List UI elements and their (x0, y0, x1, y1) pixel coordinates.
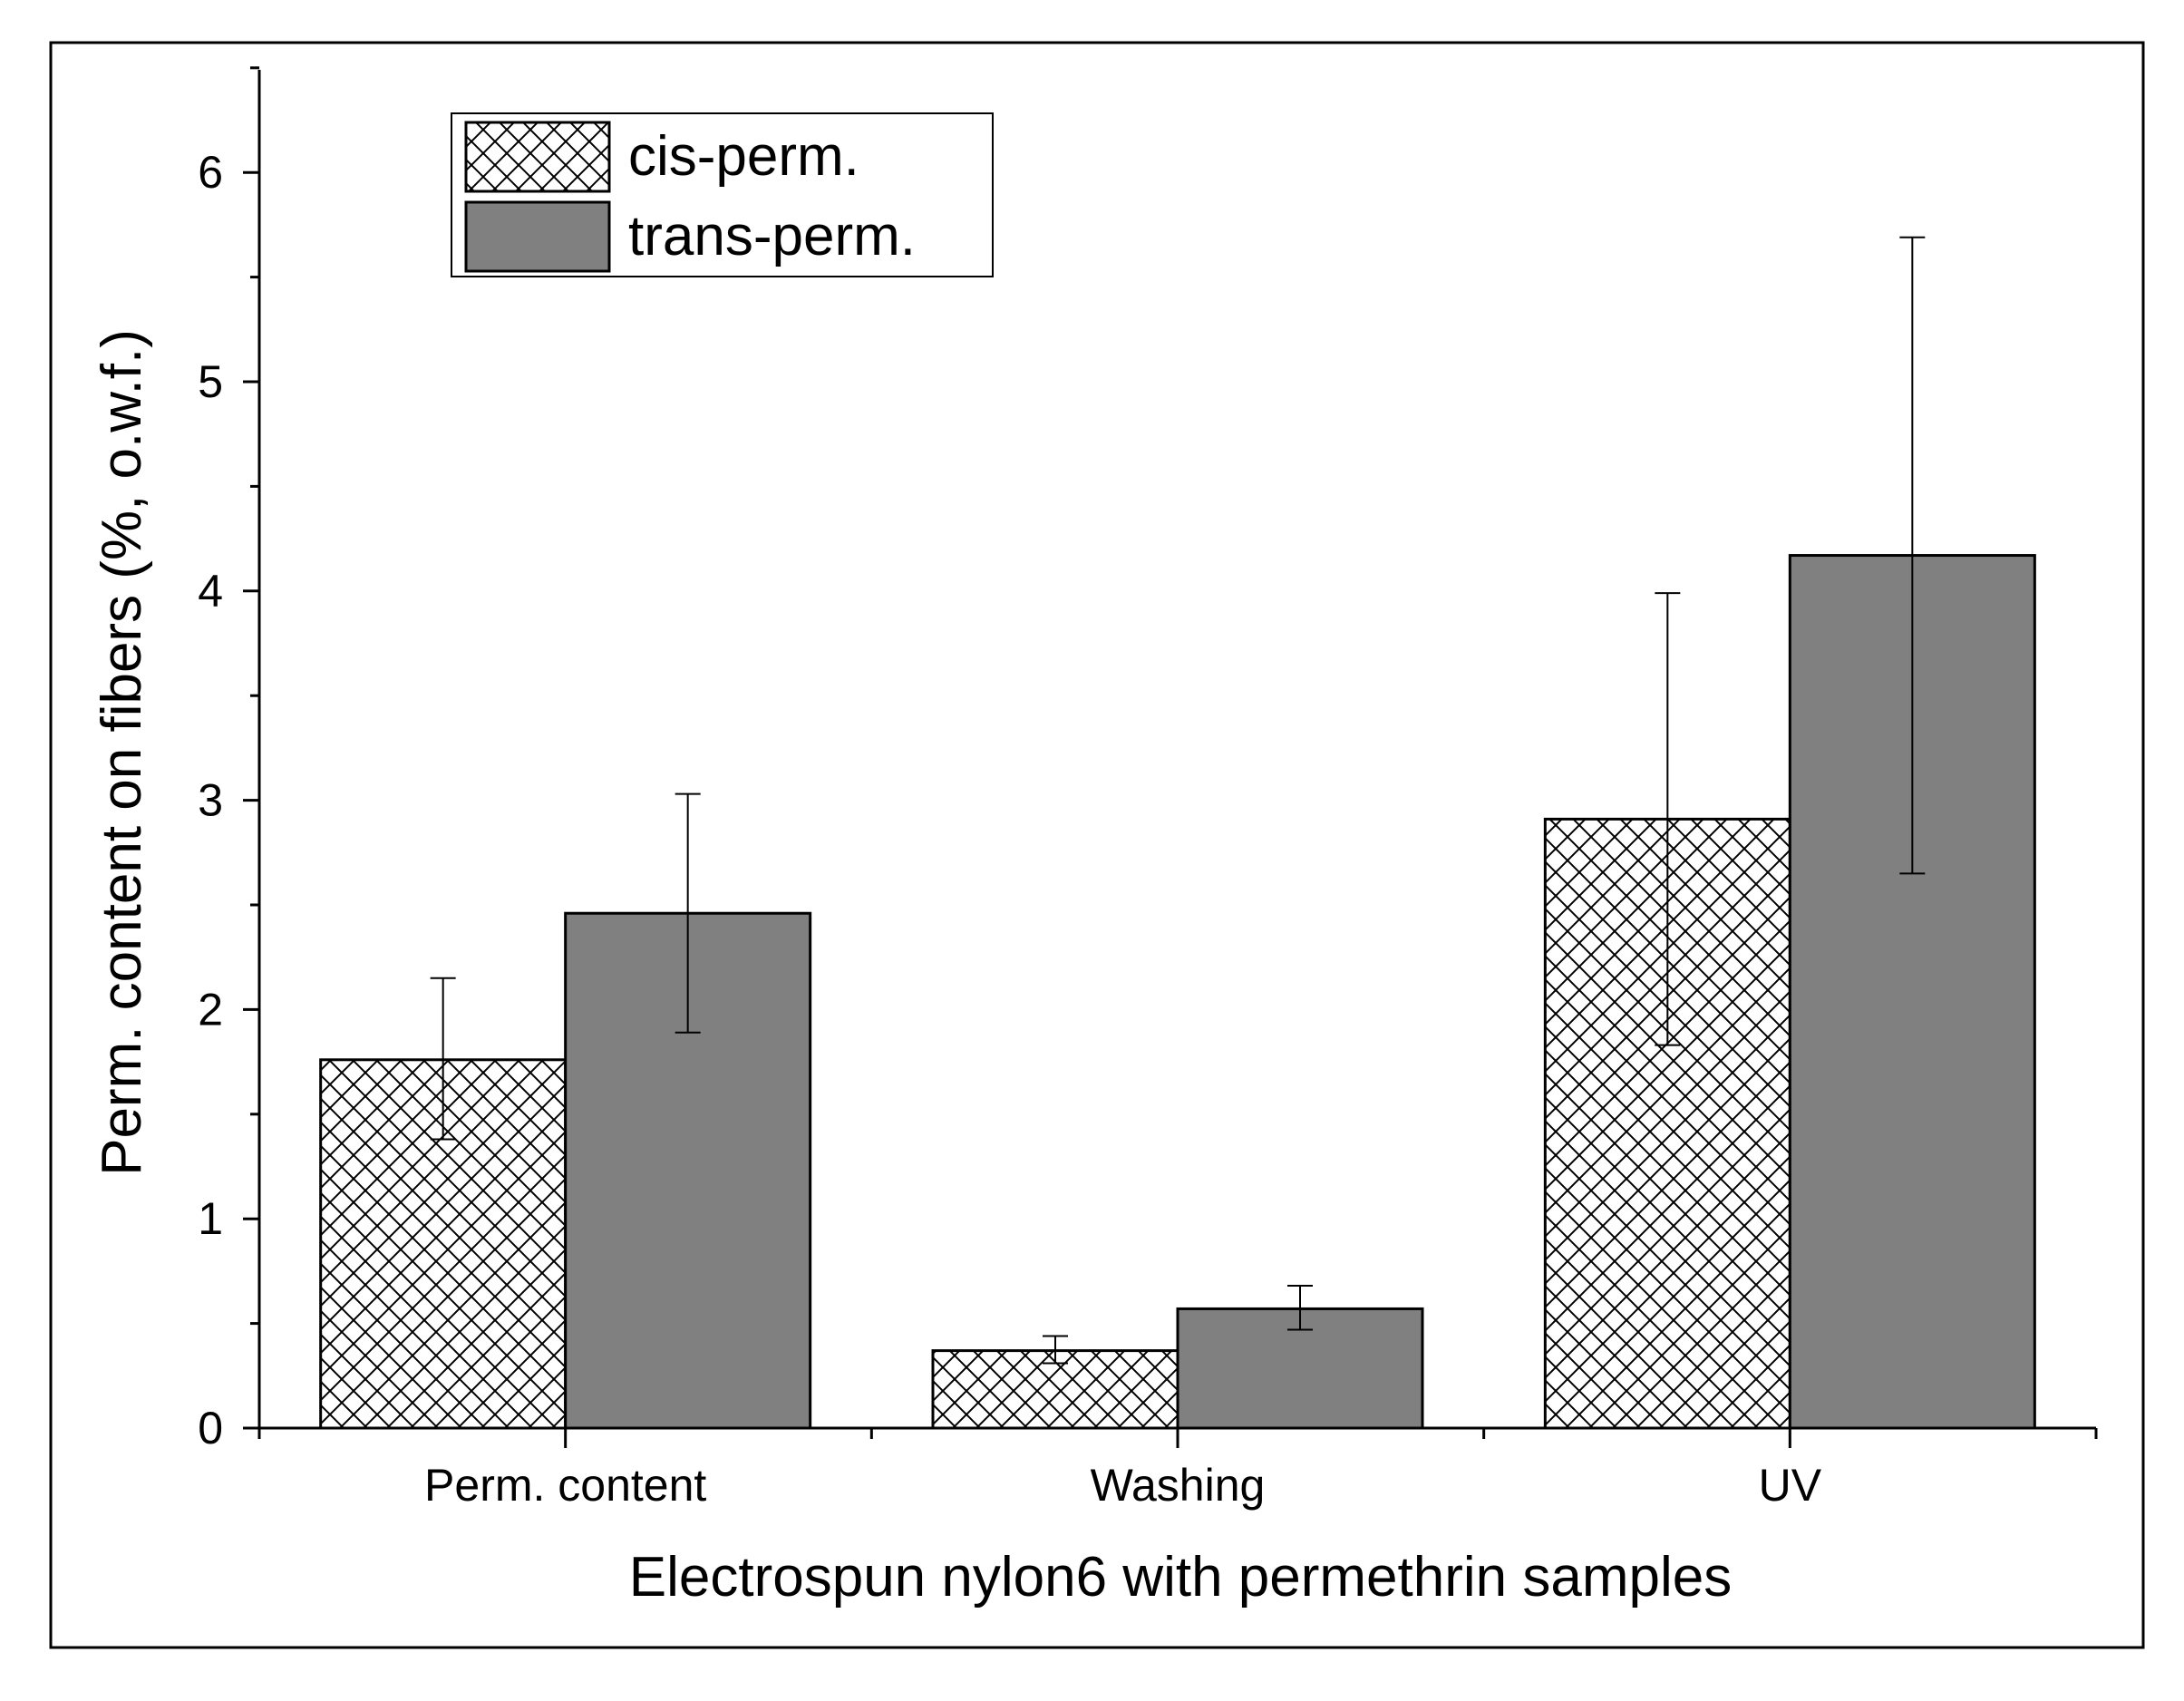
error-bar (1899, 236, 1926, 875)
x-tick-label: Washing (1091, 1460, 1266, 1511)
y-tick-label: 1 (198, 1193, 223, 1244)
legend-label: trans-perm. (628, 205, 916, 267)
y-tick-label: 4 (198, 566, 223, 617)
x-tick-label: Perm. content (424, 1460, 706, 1511)
error-bar (1043, 1335, 1068, 1365)
y-tick-label: 6 (198, 147, 223, 198)
legend-label: cis-perm. (628, 125, 859, 188)
legend-swatch (464, 200, 611, 273)
y-tick-label: 2 (198, 984, 223, 1035)
x-tick-label: UV (1759, 1460, 1822, 1511)
y-tick-label: 0 (198, 1403, 223, 1453)
bars-layer (319, 554, 2036, 1430)
error-bars-layer (430, 236, 1926, 1365)
y-axis-title: Perm. content on fibers (%, o.w.f.) (91, 329, 153, 1176)
error-bar (675, 792, 701, 1034)
outer-frame (49, 41, 2145, 1649)
legend: cis-perm. trans-perm. (451, 112, 994, 277)
y-tick-label: 3 (198, 775, 223, 826)
error-bar (1287, 1285, 1313, 1331)
error-bar (1655, 592, 1681, 1046)
x-axis-title: Electrospun nylon6 with permethrin sampl… (629, 1546, 1732, 1609)
axes-layer: Perm. content Washing UV 0 1 2 3 4 5 6 (198, 66, 2098, 1511)
legend-swatch (464, 121, 611, 193)
y-tick-label: 5 (198, 356, 223, 407)
error-bar (430, 977, 456, 1141)
